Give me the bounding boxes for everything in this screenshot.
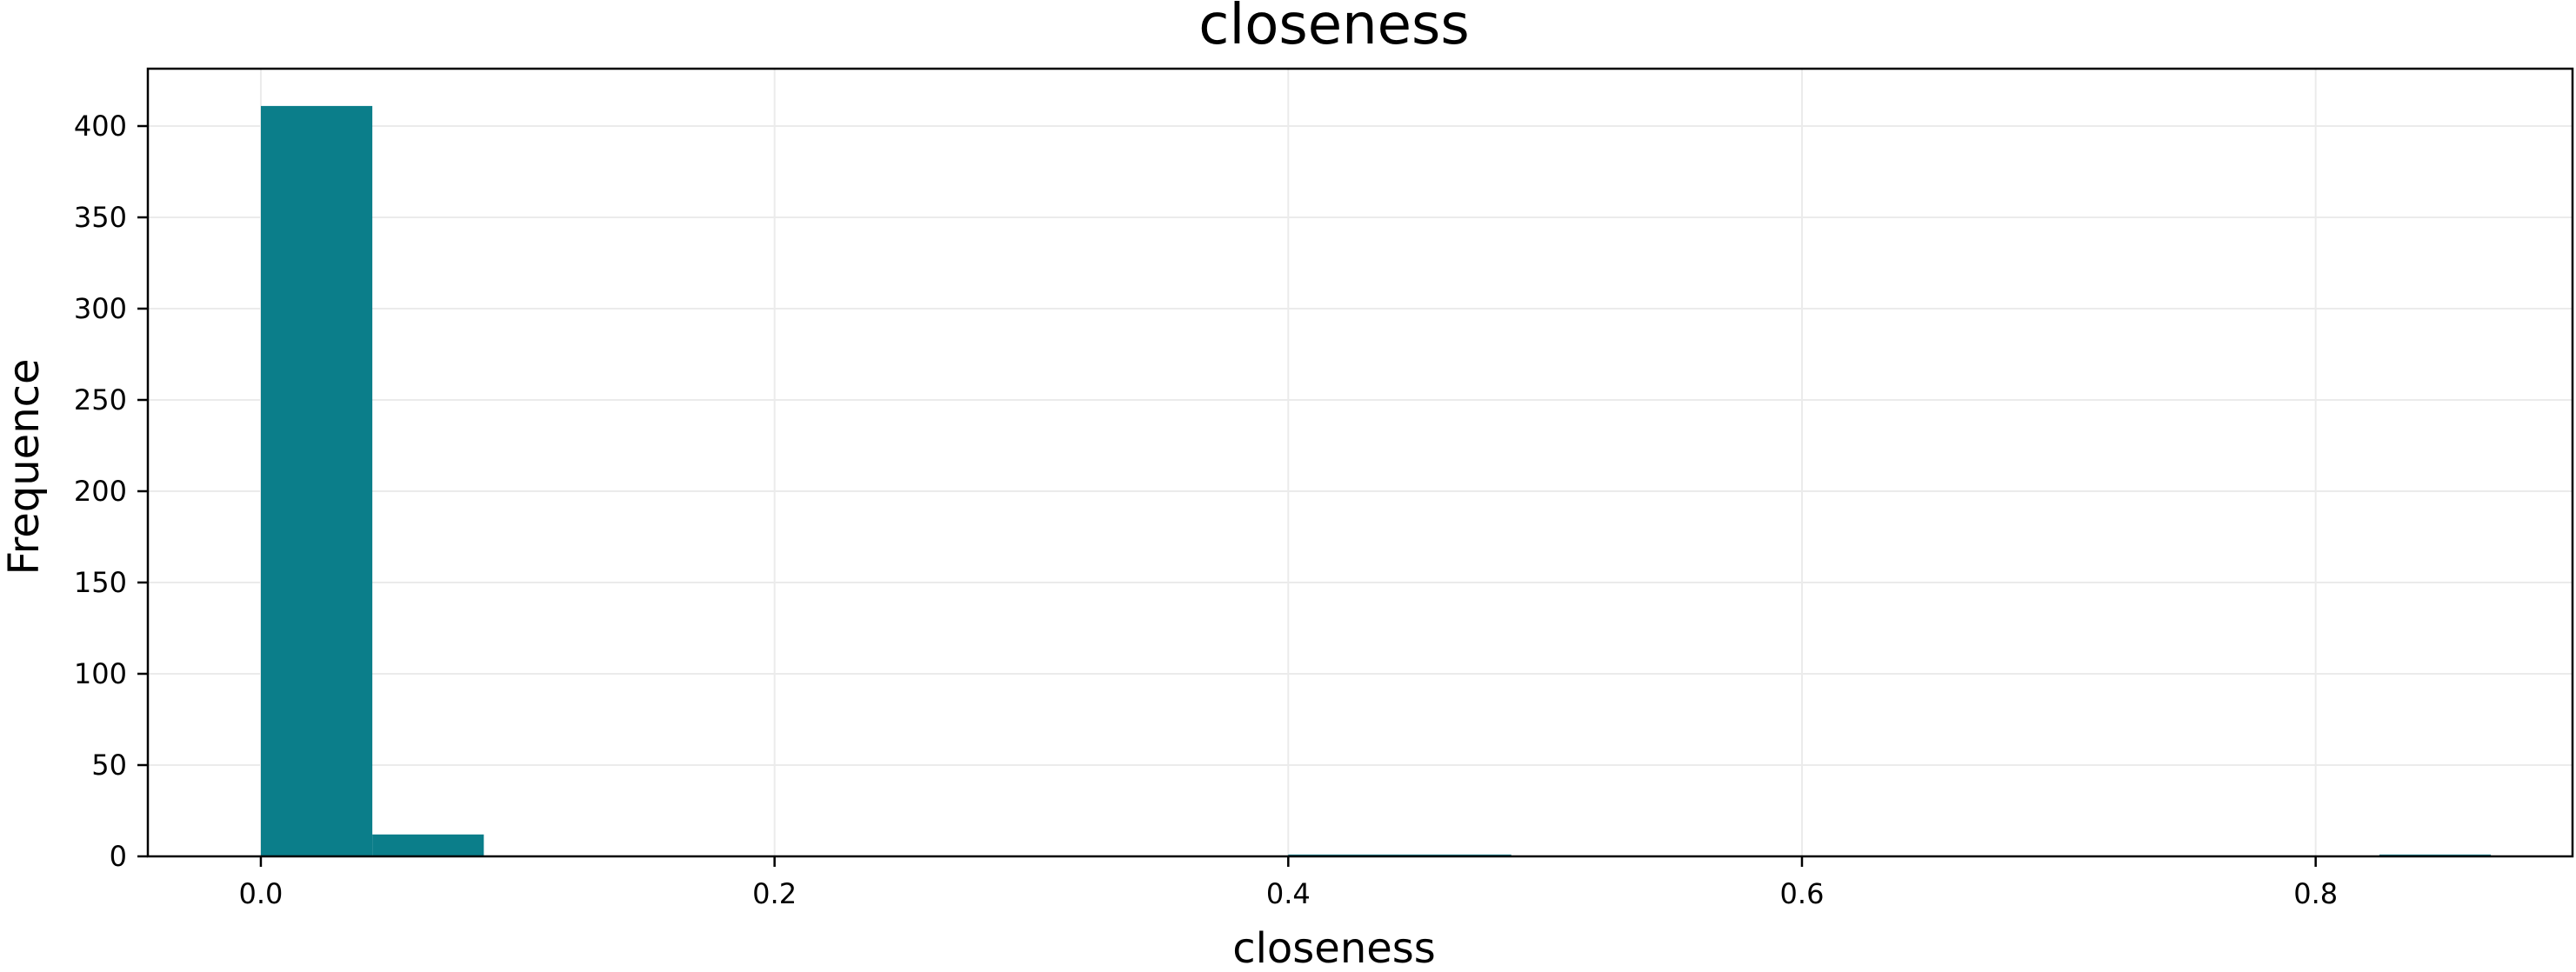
y-tick-label: 100 [74, 657, 127, 690]
y-axis-label: Frequence [0, 358, 49, 575]
y-tick-label: 50 [91, 749, 127, 782]
y-tick-label: 0 [110, 840, 127, 873]
y-tick-label: 150 [74, 566, 127, 599]
ticks-layer: 0 50 100 150 200 250 300 350 400 0.0 0.2 0.4 0.6 0.8 [74, 110, 2338, 910]
x-tick-label: 0.0 [239, 877, 284, 910]
x-tick-label: 0.6 [1780, 877, 1825, 910]
y-tick-label: 250 [74, 383, 127, 416]
chart-title: closeness [1198, 0, 1469, 57]
x-tick-label: 0.8 [2293, 877, 2338, 910]
y-tick-label: 400 [74, 110, 127, 143]
x-axis-label: closeness [1232, 924, 1436, 972]
grid-layer [148, 69, 2573, 857]
x-tick-label: 0.2 [752, 877, 797, 910]
plot-frame [146, 67, 2574, 858]
y-tick-label: 200 [74, 475, 127, 508]
bars-layer [260, 105, 2492, 856]
y-tick-label: 300 [74, 292, 127, 325]
histogram-bar [260, 105, 373, 856]
y-tick-label: 350 [74, 201, 127, 234]
x-tick-label: 0.4 [1266, 877, 1311, 910]
histogram-bar [372, 834, 484, 856]
